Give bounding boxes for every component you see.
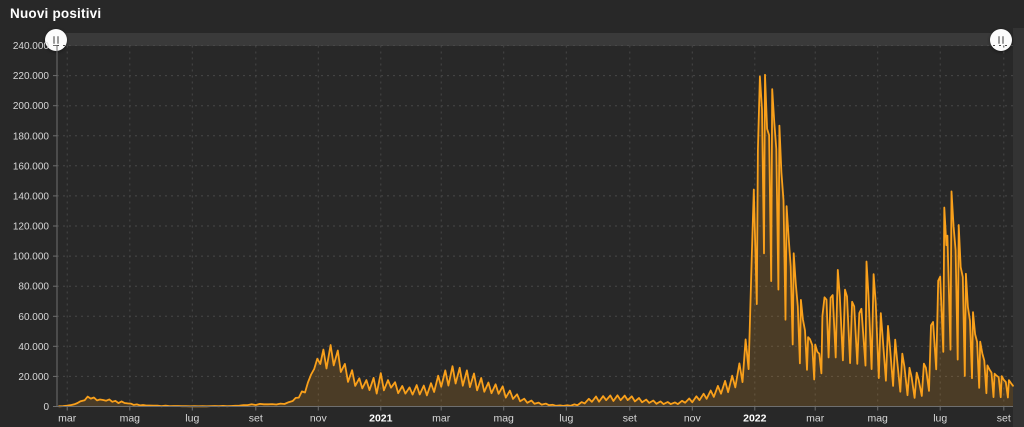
y-axis-label: 180.000 [13,131,50,142]
y-axis-label: 100.000 [13,252,50,263]
x-axis-label: mag [120,413,141,425]
series-line [58,73,1014,408]
x-axis-label: set [997,413,1011,425]
x-axis-label: set [623,413,637,425]
y-axis-label: 160.000 [13,161,50,172]
grip-vertical-icon [57,36,59,44]
y-axis-label: 200.000 [13,101,50,112]
x-axis-label: mar [58,413,77,425]
x-axis-label: 2021 [369,413,393,425]
x-axis-label: lug [933,413,947,425]
x-axis-label: mar [432,413,451,425]
chart-title: Nuovi positivi [10,6,102,21]
x-axis-label: lug [559,413,573,425]
y-axis-label: 120.000 [13,222,50,233]
y-axis-label: 20.000 [18,372,49,383]
panel-edge-strip [1013,28,1024,427]
x-axis-label: set [249,413,263,425]
x-axis-label: nov [310,413,328,425]
y-axis-label: 40.000 [18,342,49,353]
x-axis-label: mar [806,413,825,425]
y-axis-label: 80.000 [18,282,49,293]
x-axis-label: lug [185,413,199,425]
grip-vertical-icon [1002,36,1004,44]
x-axis-label: mag [867,413,888,425]
grip-vertical-icon [53,36,55,44]
x-axis-label: mag [493,413,514,425]
y-axis-label: 140.000 [13,191,50,202]
date-range-slider-track[interactable] [55,33,1007,46]
y-axis-label: 220.000 [13,71,50,82]
x-axis-label: nov [684,413,702,425]
grip-vertical-icon [998,36,1000,44]
series-area [57,74,1013,407]
x-axis-label: 2022 [743,413,767,425]
y-axis-label: 240.000 [13,41,50,52]
y-axis-label: 60.000 [18,312,49,323]
y-axis-label: 0 [43,402,49,413]
slider-handle-start[interactable] [45,29,67,51]
